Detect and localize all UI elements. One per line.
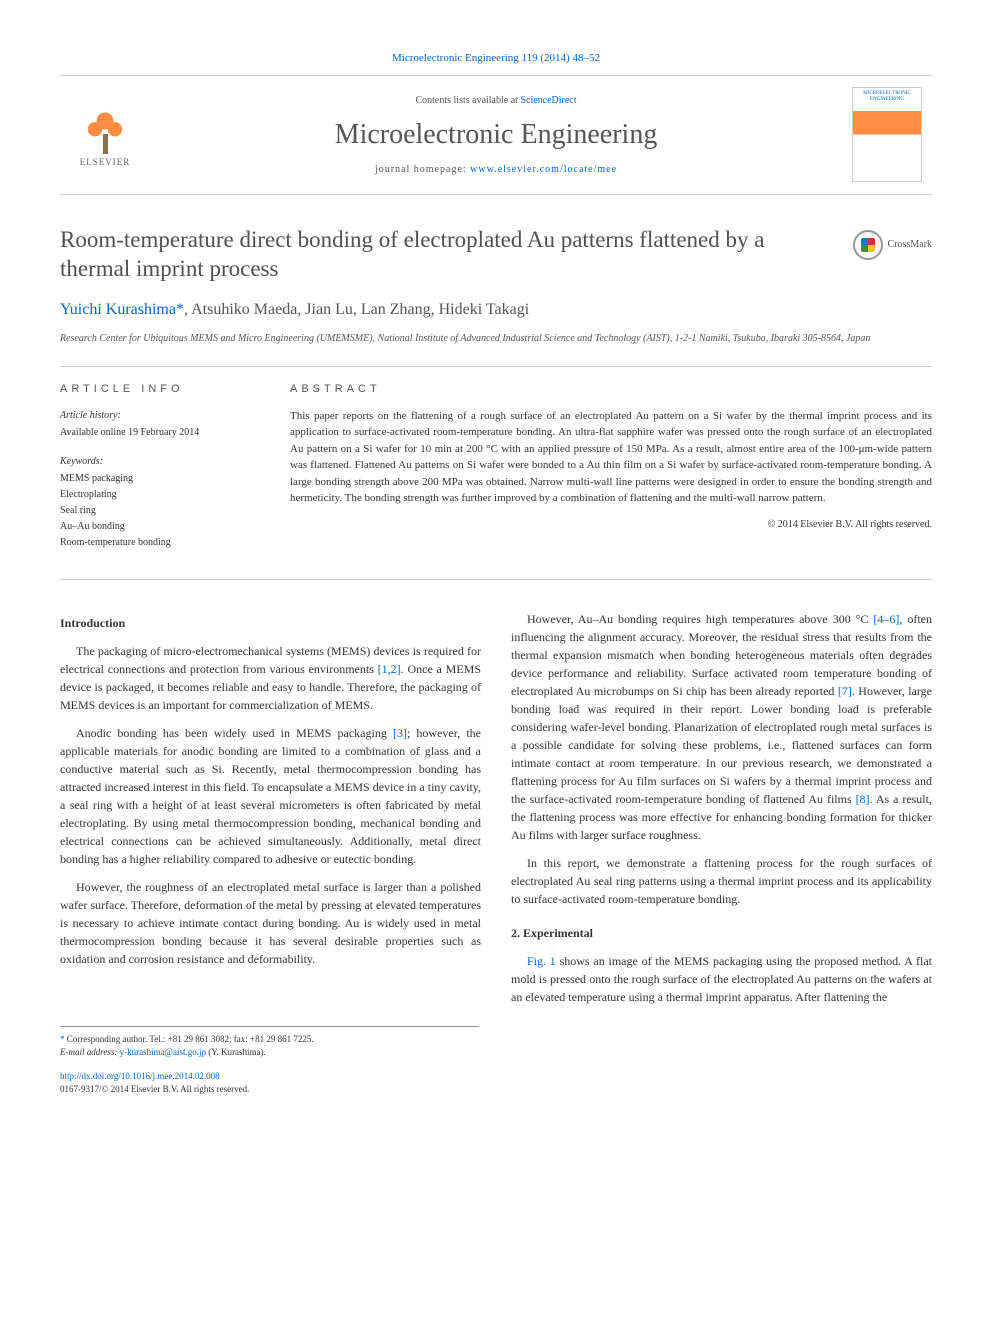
- ref-link[interactable]: [1,2]: [378, 662, 401, 676]
- elsevier-logo[interactable]: ELSEVIER: [70, 95, 140, 175]
- authors-rest: , Atsuhiko Maeda, Jian Lu, Lan Zhang, Hi…: [184, 301, 529, 318]
- article-header: CrossMark Room-temperature direct bondin…: [60, 225, 932, 347]
- article-title: Room-temperature direct bonding of elect…: [60, 225, 932, 285]
- abstract-text: This paper reports on the flattening of …: [290, 408, 932, 507]
- figure-link[interactable]: Fig. 1: [527, 954, 556, 968]
- authors-line: Yuichi Kurashima*, Atsuhiko Maeda, Jian …: [60, 298, 932, 322]
- article-info-column: article info Article history: Available …: [60, 381, 260, 565]
- elsevier-tree-icon: [80, 99, 130, 154]
- crossmark-icon: [853, 230, 883, 260]
- doi-link[interactable]: http://dx.doi.org/10.1016/j.mee.2014.02.…: [60, 1071, 220, 1081]
- body-paragraph: However, the roughness of an electroplat…: [60, 878, 481, 968]
- crossmark-badge[interactable]: CrossMark: [853, 230, 932, 260]
- abstract-column: abstract This paper reports on the flatt…: [290, 381, 932, 565]
- history-value: Available online 19 February 2014: [60, 425, 260, 440]
- keywords-section: Keywords: MEMS packaging Electroplating …: [60, 454, 260, 551]
- body-text: . However, large bonding load was requir…: [511, 684, 932, 806]
- article-body: Introduction The packaging of micro-elec…: [60, 610, 932, 1006]
- email-label: E-mail address:: [60, 1047, 120, 1057]
- body-text: ; however, the applicable materials for …: [60, 726, 481, 866]
- abstract-heading: abstract: [290, 381, 932, 398]
- issn-copyright: 0167-9317/© 2014 Elsevier B.V. All right…: [60, 1084, 249, 1094]
- body-paragraph: Anodic bonding has been widely used in M…: [60, 724, 481, 868]
- keyword-item: MEMS packaging: [60, 471, 260, 487]
- homepage-prefix: journal homepage:: [375, 164, 470, 175]
- citation-link[interactable]: Microelectronic Engineering 119 (2014) 4…: [392, 52, 600, 64]
- keywords-list: MEMS packaging Electroplating Seal ring …: [60, 471, 260, 551]
- body-text: shows an image of the MEMS packaging usi…: [511, 954, 932, 1004]
- keyword-item: Room-temperature bonding: [60, 535, 260, 551]
- affiliation: Research Center for Ubiquitous MEMS and …: [60, 332, 932, 346]
- keyword-item: Seal ring: [60, 503, 260, 519]
- history-label: Article history:: [60, 408, 260, 423]
- keywords-label: Keywords:: [60, 454, 260, 469]
- corr-marker: *: [176, 301, 184, 318]
- journal-homepage: journal homepage: www.elsevier.com/locat…: [140, 162, 852, 177]
- email-suffix: (Y. Kurashima).: [206, 1047, 266, 1057]
- experimental-heading: 2. Experimental: [511, 924, 932, 942]
- contents-prefix: Contents lists available at: [415, 95, 520, 106]
- doi-footer: http://dx.doi.org/10.1016/j.mee.2014.02.…: [60, 1070, 932, 1097]
- body-paragraph: In this report, we demonstrate a flatten…: [511, 854, 932, 908]
- keyword-item: Au–Au bonding: [60, 519, 260, 535]
- journal-name: Microelectronic Engineering: [140, 114, 852, 156]
- body-text: Anodic bonding has been widely used in M…: [76, 726, 393, 740]
- elsevier-label: ELSEVIER: [80, 156, 131, 170]
- journal-cover-thumbnail[interactable]: [852, 87, 922, 182]
- corr-text: Corresponding author. Tel.: +81 29 861 3…: [65, 1034, 314, 1044]
- article-history: Article history: Available online 19 Feb…: [60, 408, 260, 440]
- info-abstract-block: article info Article history: Available …: [60, 366, 932, 580]
- body-paragraph: Fig. 1 shows an image of the MEMS packag…: [511, 952, 932, 1006]
- contents-line: Contents lists available at ScienceDirec…: [140, 93, 852, 108]
- page-container: Microelectronic Engineering 119 (2014) 4…: [0, 0, 992, 1137]
- journal-banner: ELSEVIER Contents lists available at Sci…: [60, 75, 932, 195]
- ref-link[interactable]: [8]: [856, 792, 870, 806]
- intro-heading: Introduction: [60, 614, 481, 632]
- body-paragraph: However, Au–Au bonding requires high tem…: [511, 610, 932, 844]
- journal-banner-center: Contents lists available at ScienceDirec…: [140, 93, 852, 177]
- homepage-link[interactable]: www.elsevier.com/locate/mee: [470, 164, 617, 175]
- crossmark-label: CrossMark: [888, 237, 932, 252]
- keyword-item: Electroplating: [60, 487, 260, 503]
- ref-link[interactable]: [4–6]: [873, 612, 899, 626]
- abstract-copyright: © 2014 Elsevier B.V. All rights reserved…: [290, 517, 932, 532]
- body-paragraph: The packaging of micro-electromechanical…: [60, 642, 481, 714]
- author-corresponding[interactable]: Yuichi Kurashima: [60, 301, 176, 318]
- ref-link[interactable]: [7]: [838, 684, 852, 698]
- email-link[interactable]: y-kurashima@aist.go.jp: [120, 1047, 206, 1057]
- corresponding-author-footer: * Corresponding author. Tel.: +81 29 861…: [60, 1026, 479, 1060]
- ref-link[interactable]: [3]: [393, 726, 407, 740]
- body-text: However, Au–Au bonding requires high tem…: [527, 612, 873, 626]
- article-info-heading: article info: [60, 381, 260, 398]
- sciencedirect-link[interactable]: ScienceDirect: [520, 95, 576, 106]
- citation-header: Microelectronic Engineering 119 (2014) 4…: [60, 50, 932, 67]
